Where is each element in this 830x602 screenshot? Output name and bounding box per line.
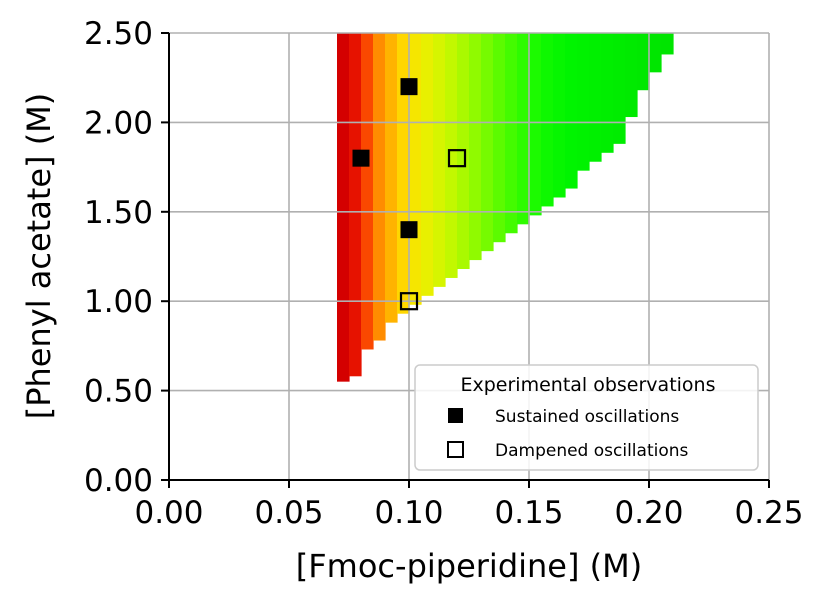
x-tick-label: 0.00	[134, 495, 203, 531]
x-tick-label: 0.20	[614, 495, 683, 531]
y-tick-label: 0.50	[84, 374, 153, 410]
heatmap-cell	[349, 33, 362, 377]
legend: Experimental observations Sustained osci…	[414, 364, 759, 471]
heatmap-cell	[517, 33, 530, 225]
heatmap-cell	[541, 33, 554, 207]
heatmap-cell	[385, 33, 398, 323]
sustained-oscillation-marker	[400, 78, 418, 96]
y-tick-label: 0.00	[84, 463, 153, 499]
axes	[168, 33, 769, 481]
heatmap-cell	[661, 33, 674, 55]
heatmap-cell	[553, 33, 566, 198]
y-tick-label: 1.00	[84, 284, 153, 320]
dampened-oscillation-marker	[399, 292, 419, 311]
oscillation-region-heatmap	[337, 33, 674, 382]
heatmap-cell	[373, 33, 386, 341]
x-tick-label: 0.15	[494, 495, 563, 531]
heatmap-cell	[505, 33, 518, 234]
y-axis-title: [Phenyl acetate] (M)	[20, 93, 58, 420]
heatmap-cell	[469, 33, 482, 261]
observation-markers	[352, 78, 467, 311]
heatmap-cell	[409, 33, 422, 305]
sustained-oscillation-marker	[400, 221, 418, 239]
heatmap-cell	[625, 33, 638, 118]
heatmap-cell	[637, 33, 650, 91]
heatmap-cell	[613, 33, 626, 144]
x-tick-label: 0.05	[254, 495, 323, 531]
x-tick-label: 0.10	[374, 495, 443, 531]
dampened-oscillation-marker	[447, 149, 467, 168]
heatmap-cell	[649, 33, 662, 73]
legend-marker-filled-square	[448, 408, 463, 423]
heatmap-cell	[589, 33, 602, 162]
y-tick-label: 1.50	[84, 195, 153, 231]
legend-label-dampened: Dampened oscillations	[495, 441, 689, 461]
heatmap-cell	[445, 33, 458, 278]
legend-label-sustained: Sustained oscillations	[495, 407, 679, 427]
heatmap-cell	[565, 33, 578, 189]
x-tick-label: 0.25	[734, 495, 803, 531]
legend-box	[414, 364, 759, 471]
y-tick-label: 2.00	[84, 105, 153, 141]
legend-marker-open-square	[447, 441, 464, 458]
heatmap-cell	[337, 33, 350, 382]
heatmap-cell	[397, 33, 410, 314]
y-tick-label: 2.50	[84, 16, 153, 52]
heatmap-cell	[577, 33, 590, 171]
heatmap-cell	[421, 33, 434, 296]
heatmap-cell	[493, 33, 506, 243]
heatmap-cell	[529, 33, 542, 216]
heatmap-cell	[433, 33, 446, 287]
ticks: 0.00 0.05 0.10 0.15 0.20 0.25 0.00 0.50 1.00 1.50…	[84, 16, 804, 531]
sustained-oscillation-marker	[352, 149, 370, 167]
heatmap-cell	[601, 33, 614, 153]
legend-title: Experimental observations	[460, 374, 715, 396]
heatmap-cell	[481, 33, 494, 252]
heatmap-cell	[361, 33, 374, 350]
x-axis-title: [Fmoc-piperidine] (M)	[296, 547, 642, 585]
